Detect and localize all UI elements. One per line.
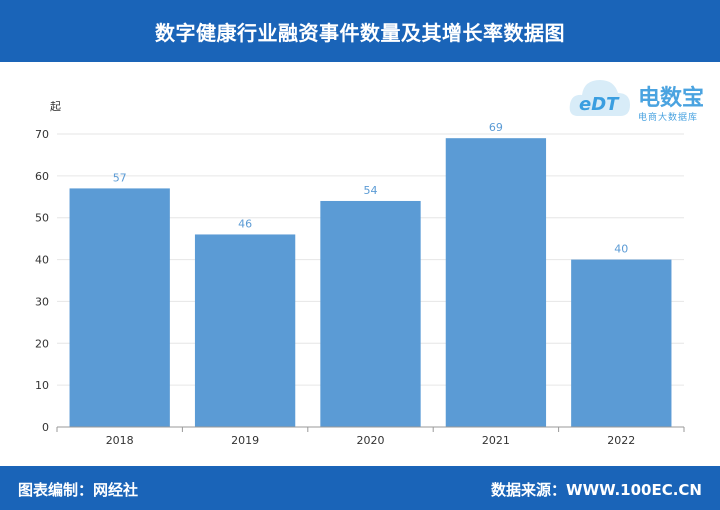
data-label-2022: 40 (614, 243, 628, 256)
data-label-2021: 69 (489, 121, 503, 134)
bar-2019 (194, 234, 296, 427)
logo-mark: eDT (579, 94, 620, 115)
footer-banner: 图表编制：网经社 数据来源：WWW.100EC.CN (0, 466, 720, 510)
logo-title: 电数宝 (638, 86, 705, 111)
logo: eDT 电数宝 电商大数据库 (566, 66, 716, 128)
bars: 57 46 54 69 40 (69, 121, 672, 427)
logo-subtitle: 电商大数据库 (638, 113, 699, 123)
y-tick-label: 60 (35, 170, 49, 183)
x-tick-label-2020: 2020 (357, 434, 385, 447)
bar-2022 (571, 259, 672, 427)
y-tick-label: 30 (35, 295, 49, 308)
bar-2021 (445, 138, 547, 427)
y-axis: 0 10 20 30 40 50 60 70 起 (35, 100, 61, 434)
y-axis-unit: 起 (50, 100, 61, 113)
x-tick-label-2021: 2021 (482, 434, 510, 447)
data-label-2019: 46 (238, 217, 252, 230)
x-tick-label-2018: 2018 (106, 434, 134, 447)
x-axis: 2018 2019 2020 2021 2022 (56, 426, 685, 447)
y-tick-label: 20 (35, 337, 49, 350)
y-tick-label: 50 (35, 212, 49, 225)
chart-title: 数字健康行业融资事件数量及其增长率数据图 (155, 20, 565, 45)
footer-credit: 图表编制：网经社 (18, 481, 139, 499)
x-tick-label-2019: 2019 (231, 434, 259, 447)
bar-2020 (320, 200, 421, 427)
cloud-logo-icon: eDT (569, 80, 630, 116)
bar-2018 (69, 188, 170, 427)
data-label-2020: 54 (364, 184, 378, 197)
footer-source: 数据来源：WWW.100EC.CN (491, 481, 702, 499)
y-tick-label: 0 (42, 421, 49, 434)
y-tick-label: 40 (35, 254, 49, 267)
y-tick-label: 10 (35, 379, 49, 392)
bar-chart: 0 10 20 30 40 50 60 70 起 57 46 54 69 40 2018 2019 2020… (35, 100, 685, 447)
x-tick-label-2022: 2022 (607, 434, 635, 447)
data-label-2018: 57 (113, 171, 127, 184)
chart-title-banner: 数字健康行业融资事件数量及其增长率数据图 (0, 0, 720, 62)
y-tick-label: 70 (35, 128, 49, 141)
